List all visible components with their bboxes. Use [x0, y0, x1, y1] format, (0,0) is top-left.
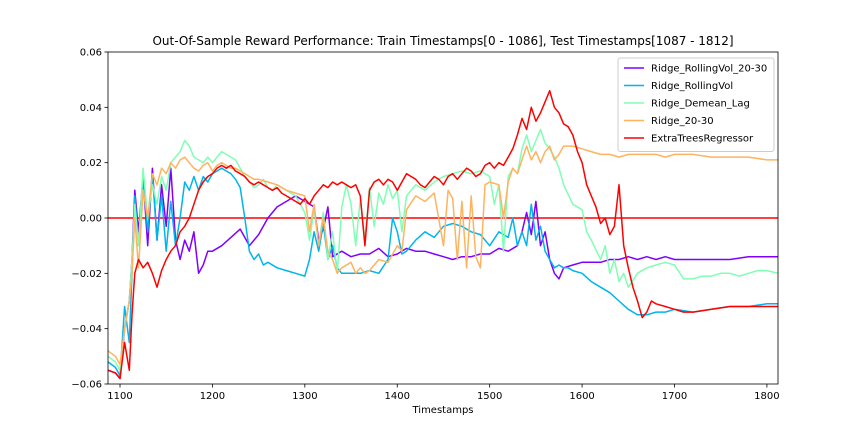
x-tick-label: 1300 — [292, 391, 317, 402]
x-tick-label: 1800 — [754, 391, 779, 402]
x-tick-label: 1400 — [385, 391, 410, 402]
chart-title: Out-Of-Sample Reward Performance: Train … — [152, 34, 733, 48]
plot-area — [108, 89, 778, 380]
series-line-ridge-20-30 — [108, 145, 778, 366]
y-tick-label: 0.02 — [80, 158, 102, 169]
x-tick-label: 1500 — [477, 391, 502, 402]
x-tick-label: 1600 — [569, 391, 594, 402]
legend-label: Ridge_RollingVol_20-30 — [651, 64, 767, 75]
series-line-ridge-rollingvol — [108, 167, 778, 377]
axes: 1100 1200 1300 1400 1500 1600 1700 1800 −0.06 −0.… — [71, 48, 779, 403]
legend-label: Ridge_Demean_Lag — [651, 99, 750, 110]
y-tick-label: 0.06 — [80, 48, 102, 59]
legend-box — [617, 57, 775, 152]
x-tick-label: 1200 — [200, 391, 225, 402]
x-tick-label: 1700 — [662, 391, 687, 402]
y-tick-label: 0.00 — [80, 214, 102, 225]
legend-label: Ridge_20-30 — [651, 116, 714, 127]
y-tick-label: −0.04 — [71, 324, 102, 335]
x-axis-title: Timestamps — [411, 405, 473, 416]
y-tick-label: −0.02 — [71, 269, 102, 280]
legend-label: Ridge_RollingVol — [651, 81, 733, 92]
legend-label: ExtraTreesRegressor — [651, 134, 754, 145]
y-tick-label: 0.04 — [80, 103, 102, 114]
legend: Ridge_RollingVol_20-30 Ridge_RollingVol Ri… — [617, 57, 775, 152]
y-tick-label: −0.06 — [71, 380, 102, 391]
series-lines — [108, 89, 778, 380]
series-line-extratreesregressor — [108, 89, 778, 380]
series-line-ridge-rollingvol-20-30 — [108, 167, 778, 380]
series-line-ridge-demean-lag — [108, 128, 778, 371]
x-tick-label: 1100 — [107, 391, 132, 402]
